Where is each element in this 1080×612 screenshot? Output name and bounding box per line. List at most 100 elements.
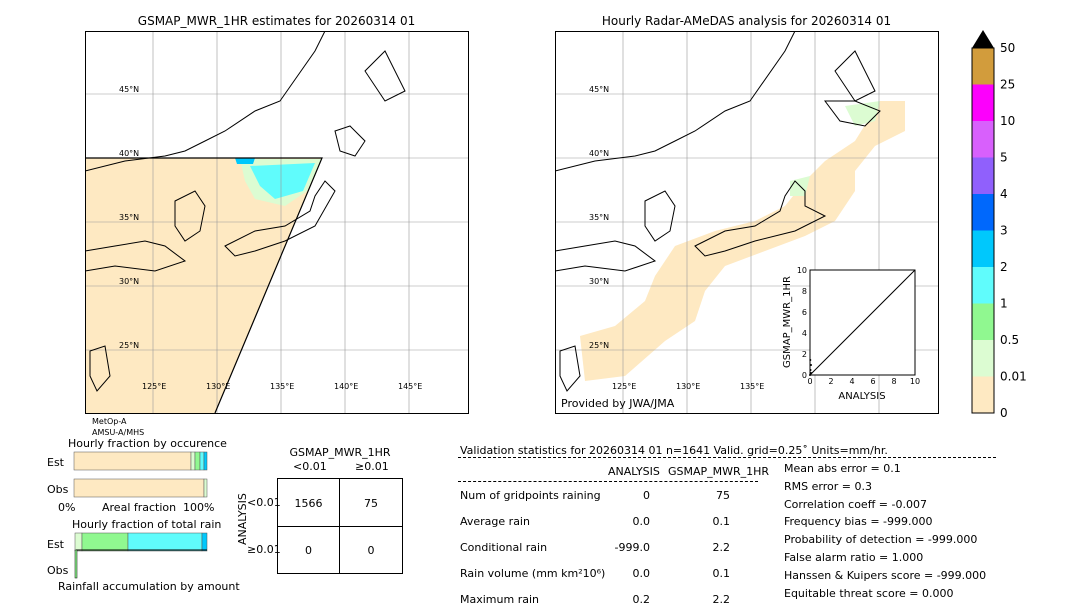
inset-ytick: 0 — [802, 371, 807, 380]
rain-fraction-xlabel: Rainfall accumulation by amount — [58, 580, 240, 593]
stats-title: Validation statistics for 20260314 01 n=… — [460, 444, 888, 457]
colorbar-tick: 25 — [1000, 78, 1015, 92]
colorbar-segment — [972, 267, 994, 304]
obs-label: Obs — [47, 564, 69, 577]
left-map: 45°N 40°N 35°N 30°N 25°N 125°E 130°E 135… — [85, 31, 469, 414]
tick-100: 100% — [183, 501, 214, 514]
gridlines — [85, 31, 469, 414]
scatter-point — [809, 374, 811, 376]
score-line: Equitable threat score = 0.000 — [784, 586, 954, 600]
inset-ytick: 10 — [797, 266, 807, 275]
inset-xtick: 4 — [849, 377, 854, 386]
colorbar-segment — [972, 194, 994, 231]
row-header: ≥0.01 — [247, 543, 281, 556]
scatter-point — [809, 359, 812, 361]
stat-label: Average rain — [460, 515, 530, 528]
frame — [85, 31, 469, 414]
stat-g: 2.2 — [712, 541, 731, 554]
inset-xtick: 8 — [891, 377, 896, 386]
colorbar-tick: 10 — [1000, 114, 1015, 128]
bar-obs-1 — [203, 478, 208, 498]
colorbar-tick: 0.01 — [1000, 370, 1027, 384]
row-header: <0.01 — [247, 496, 281, 509]
inset-ytick: 6 — [802, 308, 807, 317]
occurrence-chart: Est Obs 0% Areal fraction 100% — [47, 451, 214, 514]
credit-label: Provided by JWA/JMA — [561, 397, 675, 410]
lon-label: 130°E — [206, 382, 230, 391]
lat-label: 40°N — [119, 149, 139, 158]
stats-col-analysis: ANALYSIS — [608, 465, 660, 478]
inset-ytick: 8 — [802, 287, 807, 296]
stat-label: Rain volume (mm km²10⁶) — [460, 567, 606, 580]
lon-label: 135°E — [740, 382, 764, 391]
lat-label: 35°N — [589, 213, 609, 222]
bar-est-4 — [203, 451, 208, 471]
stat-g: 0.1 — [712, 567, 731, 580]
lat-label: 45°N — [119, 85, 139, 94]
occurrence-title: Hourly fraction by occurence — [68, 437, 227, 450]
colorbar-tick: 0 — [1000, 406, 1008, 418]
bar-est-3 — [199, 451, 205, 471]
inset-xlabel: ANALYSIS — [838, 391, 885, 402]
tick-0: 0% — [58, 501, 75, 514]
left-map-title: GSMAP_MWR_1HR estimates for 20260314 01 — [137, 14, 416, 28]
lat-label: 35°N — [119, 213, 139, 222]
inset-xtick: 0 — [807, 377, 812, 386]
bar-est-3 — [201, 532, 208, 552]
bar-est-1 — [190, 451, 196, 471]
cell: 0 — [305, 544, 312, 557]
rain-fraction-chart: Est Obs — [47, 532, 208, 579]
right-map: 45°N 40°N 35°N 30°N 25°N 125°E 130°E 135… — [555, 31, 939, 414]
stat-g: 2.2 — [712, 593, 731, 606]
stat-label: Num of gridpoints raining — [460, 489, 601, 502]
scatter-point — [809, 369, 812, 371]
right-map-title: Hourly Radar-AMeDAS analysis for 2026031… — [601, 14, 892, 28]
score-line: RMS error = 0.3 — [784, 479, 872, 493]
stats-col-gsmap: GSMAP_MWR_1HR — [668, 465, 770, 478]
lat-label: 30°N — [589, 277, 609, 286]
colorbar-tick: 50 — [1000, 41, 1015, 55]
xlabel: Areal fraction — [102, 501, 176, 514]
divider — [458, 457, 996, 458]
diagonal-line — [809, 269, 916, 376]
score-line: Frequency bias = -999.000 — [784, 515, 933, 529]
contingency-title: GSMAP_MWR_1HR — [289, 446, 391, 459]
colorbar-tick: 2 — [1000, 260, 1008, 274]
stat-a: -999.0 — [614, 541, 650, 554]
analysis-coverage — [580, 101, 905, 381]
lon-label: 125°E — [142, 382, 166, 391]
scatter-point — [810, 364, 812, 366]
stat-a: 0 — [643, 489, 650, 502]
lon-label: 135°E — [270, 382, 294, 391]
colorbar-tick: 0.5 — [1000, 333, 1019, 347]
colorbar-segment — [972, 376, 994, 413]
colorbar-tick: 3 — [1000, 224, 1008, 238]
contingency-table: 1566 75 0 0 — [277, 478, 403, 574]
colorbar-frame — [971, 47, 995, 414]
score-line: Correlation coeff = -0.007 — [784, 497, 927, 511]
lon-label: 130°E — [676, 382, 700, 391]
colorbar-segment — [972, 230, 994, 267]
inset-ytick: 2 — [802, 350, 807, 359]
inset-scatter: 00 2 2 4 4 6 6 8 8 10 10 ANALYSIS GSMAP_MWR_1HR — [782, 266, 920, 402]
colorbar: 0 0.01 0.5 1 2 3 4 5 10 25 50 — [971, 30, 1027, 418]
stat-label: Maximum rain — [460, 593, 539, 606]
col-header: <0.01 — [293, 460, 327, 473]
score-line: Mean abs error = 0.1 — [784, 462, 901, 475]
inset-xtick: 2 — [828, 377, 833, 386]
frame — [555, 31, 939, 414]
colorbar-segment — [972, 84, 994, 121]
inset-xtick: 6 — [870, 377, 875, 386]
obs-label: Obs — [47, 483, 69, 496]
coastline — [555, 31, 881, 392]
col-header: ≥0.01 — [355, 460, 389, 473]
colorbar-extend-arrow — [972, 30, 994, 48]
cell: 75 — [364, 497, 378, 510]
lat-label: 45°N — [589, 85, 609, 94]
stat-a: 0.0 — [632, 515, 651, 528]
sensor-label: AMSU-A/MHS — [92, 428, 145, 437]
est-label: Est — [47, 538, 65, 551]
colorbar-segment — [972, 340, 994, 377]
bar-obs-0 — [74, 549, 78, 579]
